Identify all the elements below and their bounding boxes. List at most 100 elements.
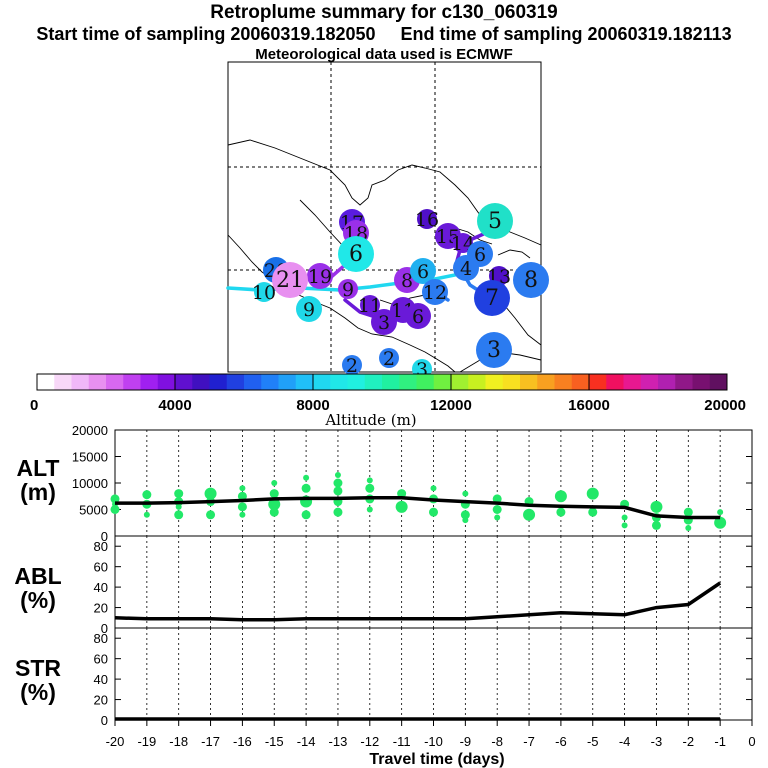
plume-marker: 3: [371, 309, 397, 335]
colorbar-tick-label: 16000: [568, 397, 610, 414]
altitude-point: [621, 522, 628, 529]
x-tick-label: -10: [424, 734, 443, 749]
altitude-point: [366, 506, 373, 513]
altitude-point: [714, 516, 727, 529]
abl-series-line: [114, 581, 722, 622]
plume-marker: 2: [379, 348, 399, 370]
colorbar-cell: [347, 374, 366, 390]
y-tick-label: 40: [94, 580, 108, 595]
altitude-point: [717, 509, 724, 516]
altitude-point: [333, 507, 343, 517]
x-tick-label: -20: [106, 734, 125, 749]
x-tick-label: -18: [169, 734, 188, 749]
x-tick-label: -6: [555, 734, 567, 749]
altitude-point: [395, 500, 408, 513]
y-tick-label: 10000: [72, 476, 108, 491]
y-tick-label: 15000: [72, 450, 108, 465]
altitude-point: [142, 490, 152, 500]
plume-dot: [477, 203, 513, 239]
plume-label: 3: [487, 338, 501, 363]
plume-dot: [272, 262, 308, 298]
chart-title: Retroplume summary for c130_060319: [210, 2, 558, 23]
plume-label: 5: [488, 209, 502, 234]
x-tick-label: -13: [329, 734, 348, 749]
met-data-label: Meteorological data used is ECMWF: [255, 46, 513, 63]
time-series-panels: 20000150001000050000ALT(m)806040200ABL(%…: [14, 423, 755, 749]
plume-marker: 6: [405, 303, 431, 329]
plume-label: 2: [383, 348, 395, 370]
altitude-point: [239, 511, 246, 518]
plume-dot: [307, 263, 333, 289]
colorbar-cell: [692, 374, 711, 390]
plume-marker: 3: [476, 332, 512, 368]
altitude-point: [301, 510, 311, 520]
colorbar-cell: [451, 374, 469, 390]
plume-marker: 11: [358, 295, 382, 317]
x-tick-label: -2: [683, 734, 695, 749]
altitude-point: [334, 472, 341, 479]
plume-label: 21: [276, 268, 304, 293]
plume-dot: [513, 262, 549, 298]
colorbar-tick-label: 0: [30, 397, 38, 414]
altitude-point: [462, 490, 469, 497]
colorbar-cells: [37, 374, 728, 390]
colorbar-cell: [606, 374, 624, 390]
colorbar-cell: [623, 374, 642, 390]
altitude-point: [492, 505, 502, 514]
y-tick-label: 20: [94, 601, 108, 616]
altitude-point: [621, 514, 628, 521]
altitude-point: [523, 508, 536, 521]
plume-dot: [254, 282, 274, 302]
plume-label: 6: [474, 244, 486, 266]
plume-marker: 9: [338, 279, 358, 301]
plume-label: 10: [252, 282, 276, 304]
plume-label: 8: [524, 268, 538, 293]
plume-marker: 6: [338, 236, 374, 272]
altitude-point: [333, 486, 343, 496]
altitude-point: [397, 489, 407, 499]
plume-label: 9: [303, 299, 315, 321]
plume-dot: [338, 236, 374, 272]
altitude-point: [143, 511, 150, 518]
altitude-point: [429, 507, 438, 517]
altitude-point: [333, 478, 343, 488]
panel-label-top: ABL: [14, 563, 61, 589]
colorbar-tick-label: 20000: [704, 397, 746, 414]
plume-marker: 2: [342, 355, 362, 377]
altitude-point: [269, 507, 279, 517]
x-tick-label: -8: [491, 734, 503, 749]
y-tick-label: 60: [94, 652, 108, 667]
plume-marker: 12: [422, 279, 448, 305]
colorbar-cell: [244, 374, 262, 390]
altitude-point: [237, 502, 247, 512]
colorbar-cell: [71, 374, 90, 390]
plume-dot: [296, 296, 322, 322]
x-tick-label: -4: [619, 734, 631, 749]
altitude-point: [365, 483, 375, 493]
y-tick-label: 80: [94, 539, 108, 554]
panel-label-bottom: (%): [20, 587, 56, 613]
colorbar-cell: [416, 374, 435, 390]
altitude-point: [366, 477, 373, 484]
panel-str: 80 60 40 20 0 STR(%): [15, 627, 753, 728]
altitude-point: [303, 474, 310, 481]
plume-marker: 4: [453, 255, 479, 281]
altitude-point: [271, 480, 278, 486]
colorbar-cell: [295, 374, 314, 390]
x-axis: -20 -19 -18 -17 -16 -15 -14 -13 -12 -11 -10 -9 -8 -7-…: [106, 720, 756, 749]
altitude-point: [683, 507, 693, 517]
altitude-point: [492, 494, 502, 504]
altitude-point: [430, 485, 437, 492]
colorbar-cell: [175, 374, 193, 390]
colorbar-cell: [88, 374, 107, 390]
x-tick-label: -11: [393, 734, 411, 749]
colorbar-cell: [571, 374, 590, 390]
colorbar-cell: [364, 374, 383, 390]
plume-marker: 16: [415, 209, 439, 231]
plume-dot: [379, 348, 399, 368]
plume-label: 2: [346, 355, 358, 377]
colorbar-cell: [192, 374, 210, 390]
colorbar-cell: [468, 374, 486, 390]
colorbar-cell: [502, 374, 521, 390]
plume-dot: [371, 309, 397, 335]
